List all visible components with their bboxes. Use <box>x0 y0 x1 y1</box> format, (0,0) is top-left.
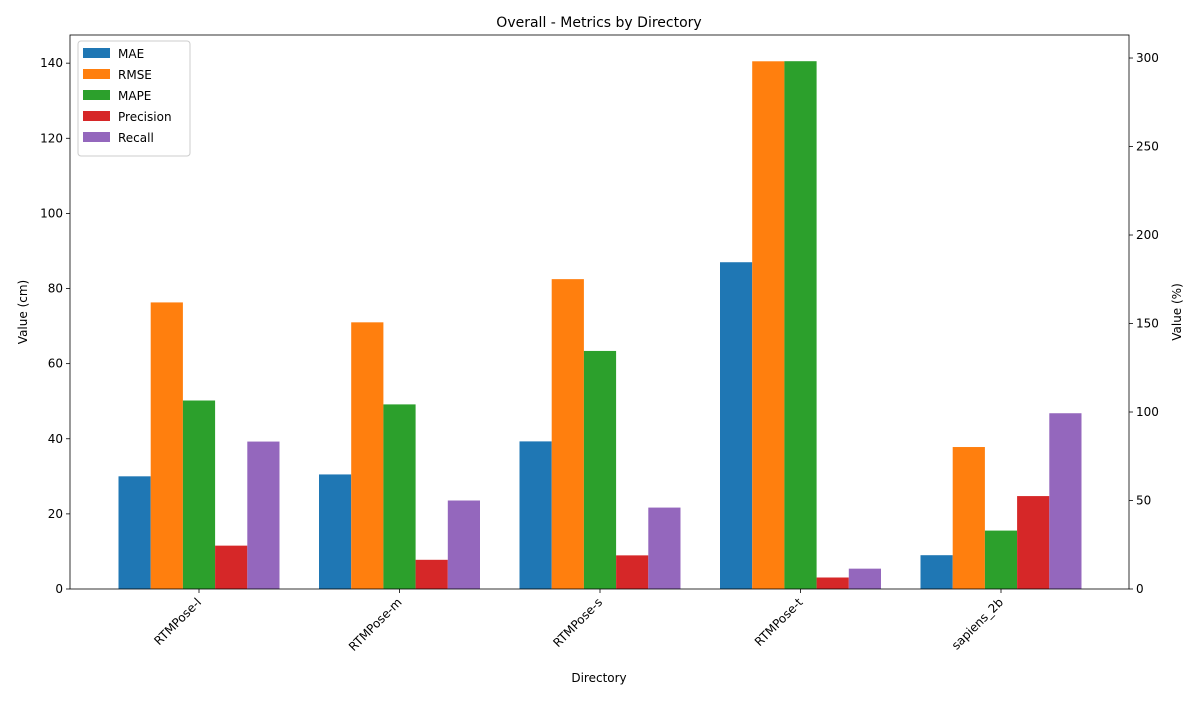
y-left-tick-label: 20 <box>48 507 63 521</box>
y-right-tick-label: 50 <box>1136 494 1151 508</box>
bar-mae-rtmpose-t <box>720 262 753 589</box>
y-axis-left-label: Value (cm) <box>16 280 30 344</box>
legend-label-precision: Precision <box>118 110 172 124</box>
legend-swatch-mape <box>83 90 110 100</box>
bar-mae-rtmpose-l <box>118 476 151 589</box>
y-axis-right-label: Value (%) <box>1170 283 1184 341</box>
legend-label-mae: MAE <box>118 47 144 61</box>
bar-mape-rtmpose-s <box>583 350 617 589</box>
y-right-tick-label: 0 <box>1136 582 1144 596</box>
y-right-tick-label: 300 <box>1136 51 1159 65</box>
legend-label-mape: MAPE <box>118 89 151 103</box>
y-left-tick-label: 40 <box>48 432 63 446</box>
y-left-tick-label: 80 <box>48 282 63 296</box>
legend-swatch-mae <box>83 48 110 58</box>
y-right-tick-label: 100 <box>1136 405 1159 419</box>
bar-precision-rtmpose-t <box>816 577 849 589</box>
y-right-tick-label: 250 <box>1136 140 1159 154</box>
y-left-tick-label: 0 <box>55 582 63 596</box>
bar-mape-sapiens_2b <box>984 530 1018 589</box>
bars-layer <box>118 61 1082 590</box>
x-tick-label: RTMPose-t <box>752 595 806 649</box>
y-right-tick-label: 150 <box>1136 317 1159 331</box>
x-tick-label: RTMPose-s <box>550 595 605 650</box>
legend-swatch-rmse <box>83 69 110 79</box>
bar-precision-rtmpose-s <box>616 555 649 589</box>
x-tick-label: RTMPose-m <box>346 595 405 654</box>
y-right-tick-label: 200 <box>1136 228 1159 242</box>
bar-recall-sapiens_2b <box>1049 413 1082 589</box>
bar-mae-rtmpose-s <box>519 441 552 589</box>
bar-recall-rtmpose-s <box>648 507 681 589</box>
bar-precision-rtmpose-l <box>215 545 248 589</box>
bar-mae-rtmpose-m <box>319 474 352 589</box>
legend-label-rmse: RMSE <box>118 68 152 82</box>
bar-rmse-rtmpose-m <box>351 322 384 589</box>
y-left-tick-label: 60 <box>48 357 63 371</box>
bar-precision-sapiens_2b <box>1017 496 1050 589</box>
bar-mape-rtmpose-t <box>784 61 817 589</box>
bar-mae-sapiens_2b <box>920 555 953 589</box>
x-tick-label: RTMPose-l <box>151 595 204 648</box>
bar-rmse-rtmpose-l <box>150 302 183 589</box>
bar-recall-rtmpose-l <box>247 441 280 589</box>
plot-frame <box>69 34 1130 590</box>
y-left-tick-label: 140 <box>40 56 63 70</box>
legend: MAE RMSE MAPE Precision Recall <box>77 40 191 157</box>
y-left-tick-label: 100 <box>40 206 63 220</box>
bar-rmse-rtmpose-t <box>752 61 785 590</box>
legend-swatch-recall <box>83 132 110 142</box>
bar-precision-rtmpose-m <box>415 559 448 589</box>
bar-mape-rtmpose-m <box>383 404 416 589</box>
bar-recall-rtmpose-m <box>447 500 480 589</box>
bar-rmse-rtmpose-s <box>551 279 584 589</box>
chart-title: Overall - Metrics by Directory <box>496 15 701 31</box>
legend-label-recall: Recall <box>118 131 154 145</box>
y-left-tick-label: 120 <box>40 131 63 145</box>
x-axis-label: Directory <box>571 671 626 685</box>
bar-mape-rtmpose-l <box>182 400 216 589</box>
x-tick-label: sapiens_2b <box>949 595 1006 652</box>
legend-swatch-precision <box>83 111 110 121</box>
bar-rmse-sapiens_2b <box>952 447 985 589</box>
bar-recall-rtmpose-t <box>848 568 881 589</box>
